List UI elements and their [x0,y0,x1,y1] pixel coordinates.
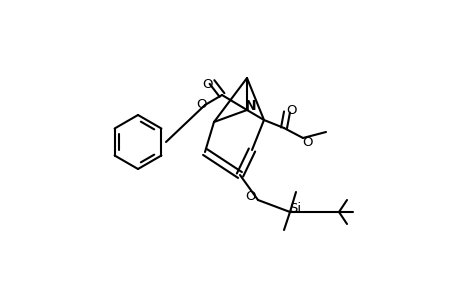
Text: O: O [286,103,297,116]
Text: O: O [202,77,213,91]
Text: Si: Si [288,202,300,215]
Text: O: O [196,98,207,110]
Text: O: O [302,136,313,148]
Text: N: N [245,99,256,113]
Text: O: O [245,190,256,203]
